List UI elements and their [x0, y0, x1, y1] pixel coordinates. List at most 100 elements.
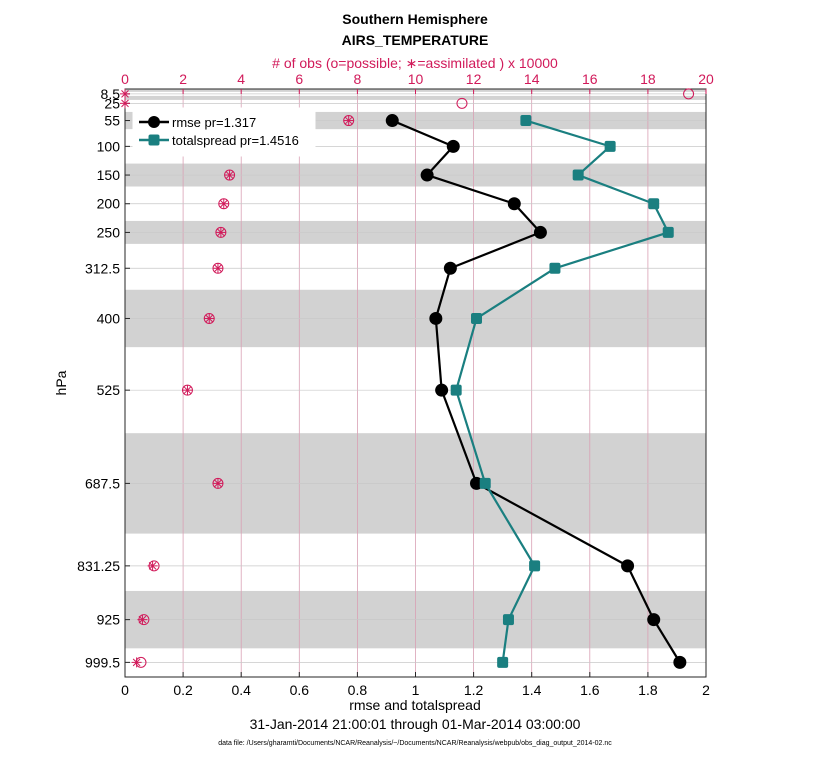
obs-assimilated-marker [147, 560, 158, 571]
top-tick-label: 2 [179, 71, 187, 87]
y-tick-label: 100 [97, 138, 121, 154]
legend-rmse-label: rmse pr=1.317 [172, 115, 256, 130]
asterisk-stroke [148, 562, 157, 570]
y-tick-label: 25 [104, 95, 120, 111]
rmse-point [443, 261, 457, 275]
top-tick-label: 14 [524, 71, 540, 87]
totalspread-point [502, 614, 514, 626]
obs-assimilated-marker [343, 115, 354, 126]
series-group [385, 114, 687, 669]
x-tick-label: 2 [702, 682, 710, 698]
obs-assimilated-marker [137, 614, 148, 625]
totalspread-point [648, 198, 660, 210]
totalspread-point [471, 312, 483, 324]
obs-possible-marker [456, 97, 468, 109]
y-axis-label: hPa [53, 370, 69, 395]
chart-subtitle: AIRS_TEMPERATURE [342, 32, 489, 48]
totalspread-point [497, 656, 509, 668]
asterisk-stroke [121, 90, 129, 98]
rmse-point [621, 559, 635, 573]
x-tick-label: 0.2 [173, 682, 193, 698]
top-tick-label: 18 [640, 71, 656, 87]
x-tick-label: 1 [412, 682, 420, 698]
top-axis-label: # of obs (o=possible; ∗=assimilated ) x … [272, 55, 558, 71]
asterisk-stroke [225, 171, 234, 179]
totalspread-point [520, 115, 532, 127]
y-tick-label: 400 [97, 310, 121, 326]
rmse-point [385, 114, 399, 128]
obs-assimilated-marker [212, 478, 223, 489]
asterisk-stroke [183, 386, 192, 395]
x-tick-label: 1.6 [580, 682, 600, 698]
y-tick-label: 687.5 [85, 475, 120, 491]
y-tick-label: 925 [97, 612, 121, 628]
x-tick-label: 1.4 [522, 682, 542, 698]
totalspread-point [662, 226, 674, 238]
rmse-point [446, 139, 460, 153]
asterisk-stroke [132, 658, 141, 667]
x-tick-label: 0.6 [290, 682, 310, 698]
y-tick-label: 150 [97, 167, 121, 183]
chart-title: Southern Hemisphere [342, 11, 488, 27]
rmse-point [673, 655, 687, 669]
obs-assimilated-marker [212, 263, 223, 274]
x-tick-label: 0.8 [348, 682, 368, 698]
x-axis-label: rmse and totalspread [349, 697, 481, 713]
totalspread-line [455, 119, 670, 663]
obs-assimilated-marker [215, 227, 226, 238]
x-tick-label: 1.2 [464, 682, 484, 698]
y-tick-label: 55 [104, 113, 120, 129]
y-tick-label: 312.5 [85, 260, 120, 276]
top-tick-label: 10 [408, 71, 424, 87]
x-tick-label: 0.4 [231, 682, 251, 698]
y-tick-label: 200 [97, 196, 121, 212]
totalspread-point [549, 262, 561, 274]
x-tick-label: 0 [121, 682, 129, 698]
asterisk-stroke [121, 99, 129, 108]
obs-assimilated-marker [204, 313, 215, 324]
obs-assimilated-marker [218, 198, 229, 209]
y-tick-label: 831.25 [77, 558, 120, 574]
axis-ticks: 0 0.2 0.4 0.6 0.8 1 1.2 1.4 1.6 1.8 20 2 4 6 8 10 12 14 16… [77, 71, 714, 698]
obs-assimilated-marker [120, 88, 130, 99]
top-tick-label: 0 [121, 71, 129, 87]
rmse-point [420, 168, 434, 182]
top-tick-label: 16 [582, 71, 598, 87]
obs-assimilated-marker [182, 385, 193, 396]
asterisk-stroke [344, 116, 353, 125]
top-tick-label: 12 [466, 71, 482, 87]
asterisk-stroke [217, 228, 225, 237]
asterisk-stroke [219, 199, 228, 208]
top-tick-label: 4 [237, 71, 245, 87]
obs-assimilated-marker [224, 170, 235, 181]
totalspread-point [450, 384, 462, 396]
obs-assimilated-marker [120, 98, 130, 109]
asterisk-stroke [205, 314, 214, 323]
obs-assimilated-marker [131, 657, 142, 668]
legend-box [132, 107, 316, 157]
totalspread-point [529, 560, 541, 572]
rmse-point [435, 383, 449, 397]
rmse-point [507, 197, 521, 211]
asterisk-stroke [214, 479, 222, 488]
rmse-point [429, 311, 443, 325]
top-tick-label: 20 [698, 71, 714, 87]
y-tick-label: 999.5 [85, 654, 120, 670]
totalspread-point [604, 140, 616, 152]
y-tick-label: 525 [97, 382, 121, 398]
top-tick-label: 8 [354, 71, 362, 87]
top-tick-label: 6 [295, 71, 303, 87]
legend-spread-label: totalspread pr=1.4516 [172, 133, 299, 148]
legend-spread-marker [148, 134, 160, 146]
y-tick-label: 8.5 [101, 86, 121, 102]
rmse-point [647, 613, 661, 627]
asterisk-stroke [214, 264, 222, 273]
totalspread-point [572, 169, 584, 181]
date-range: 31-Jan-2014 21:00:01 through 01-Mar-2014… [250, 716, 581, 732]
legend: rmse pr=1.317 totalspread pr=1.4516 [132, 107, 316, 157]
legend-rmse-marker [148, 116, 160, 128]
obs-markers [120, 88, 695, 668]
x-tick-label: 1.8 [638, 682, 658, 698]
